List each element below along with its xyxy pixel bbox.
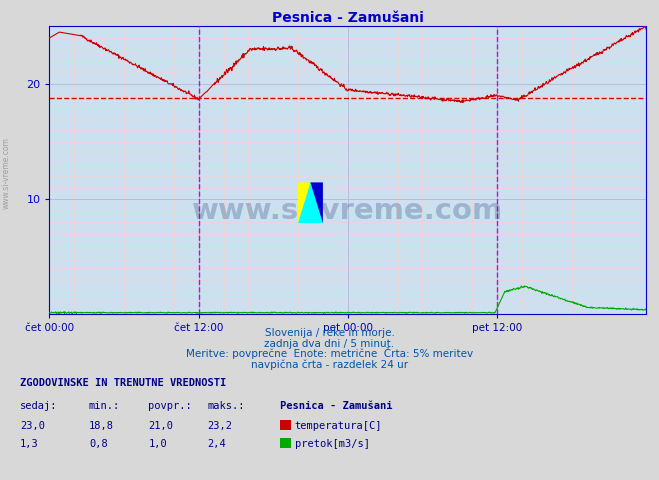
Text: 1,0: 1,0 xyxy=(148,439,167,449)
Text: ZGODOVINSKE IN TRENUTNE VREDNOSTI: ZGODOVINSKE IN TRENUTNE VREDNOSTI xyxy=(20,378,226,388)
Text: 1,3: 1,3 xyxy=(20,439,38,449)
Text: povpr.:: povpr.: xyxy=(148,401,192,411)
Text: maks.:: maks.: xyxy=(208,401,245,411)
Text: 23,2: 23,2 xyxy=(208,420,233,431)
Polygon shape xyxy=(310,182,323,223)
Text: Slovenija / reke in morje.: Slovenija / reke in morje. xyxy=(264,328,395,338)
Title: Pesnica - Zamušani: Pesnica - Zamušani xyxy=(272,11,424,25)
Polygon shape xyxy=(298,182,323,223)
Text: Pesnica - Zamušani: Pesnica - Zamušani xyxy=(280,401,393,411)
Text: temperatura[C]: temperatura[C] xyxy=(295,420,382,431)
Text: 0,8: 0,8 xyxy=(89,439,107,449)
Text: sedaj:: sedaj: xyxy=(20,401,57,411)
Polygon shape xyxy=(298,182,310,223)
Text: pretok[m3/s]: pretok[m3/s] xyxy=(295,439,370,449)
Text: www.si-vreme.com: www.si-vreme.com xyxy=(2,137,11,209)
Text: 21,0: 21,0 xyxy=(148,420,173,431)
Text: min.:: min.: xyxy=(89,401,120,411)
Text: zadnja dva dni / 5 minut.: zadnja dva dni / 5 minut. xyxy=(264,338,395,348)
Text: 18,8: 18,8 xyxy=(89,420,114,431)
Text: navpična črta - razdelek 24 ur: navpična črta - razdelek 24 ur xyxy=(251,359,408,370)
Text: 2,4: 2,4 xyxy=(208,439,226,449)
Text: Meritve: povprečne  Enote: metrične  Črta: 5% meritev: Meritve: povprečne Enote: metrične Črta:… xyxy=(186,347,473,359)
Text: 23,0: 23,0 xyxy=(20,420,45,431)
Text: www.si-vreme.com: www.si-vreme.com xyxy=(192,197,503,225)
